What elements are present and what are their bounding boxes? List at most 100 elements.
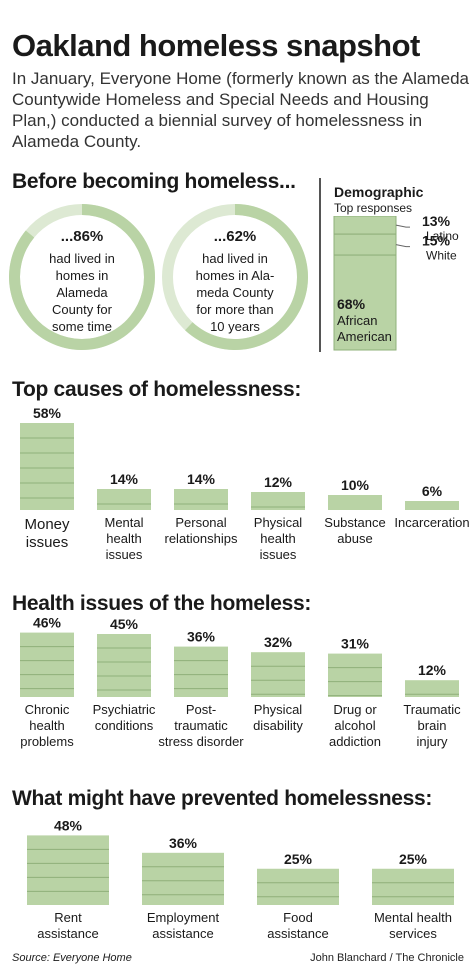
bar-category-label: Mental bbox=[104, 515, 143, 530]
prevent-chart: 48%Rentassistance36%Employmentassistance… bbox=[27, 817, 454, 940]
bar-value-label: 14% bbox=[187, 471, 216, 487]
bar-category-label: assistance bbox=[267, 926, 328, 940]
bar-category-label: Incarceration bbox=[394, 515, 469, 530]
bar bbox=[174, 646, 228, 697]
donut-label-line: County for bbox=[52, 302, 113, 317]
bar-value-label: 58% bbox=[33, 405, 62, 421]
donut-label-line: some time bbox=[52, 319, 112, 334]
bar-category-label: Physical bbox=[254, 702, 303, 717]
demographic-label: African bbox=[337, 313, 377, 328]
bar-category-label: Physical bbox=[254, 515, 303, 530]
bar-category-label: Rent bbox=[54, 910, 82, 925]
bar-category-label: traumatic bbox=[174, 718, 228, 733]
bar-category-label: Money bbox=[24, 516, 70, 533]
bar-value-label: 25% bbox=[399, 851, 428, 867]
bar-value-label: 36% bbox=[169, 835, 198, 851]
demographic-title: Demographic bbox=[334, 184, 424, 200]
bar-value-label: 46% bbox=[33, 615, 62, 631]
bar-category-label: Personal bbox=[175, 515, 226, 530]
causes-chart: 58%Moneyissues14%Mentalhealthissues14%Pe… bbox=[20, 405, 470, 562]
bar bbox=[97, 634, 151, 697]
donut-label-line: Alameda bbox=[56, 285, 108, 300]
bar-category-label: injury bbox=[416, 734, 448, 749]
health-title: Health issues of the homeless: bbox=[12, 592, 312, 615]
demographic-label: White bbox=[426, 249, 457, 263]
bar-category-label: Substance bbox=[324, 515, 385, 530]
causes-title: Top causes of homelessness: bbox=[12, 378, 302, 401]
bar-category-label: Employment bbox=[147, 910, 220, 925]
prevent-title: What might have prevented homelessness: bbox=[12, 787, 433, 810]
bar-category-label: health bbox=[106, 531, 141, 546]
bar-category-label: brain bbox=[418, 718, 447, 733]
credit-note: John Blanchard / The Chronicle bbox=[310, 952, 464, 964]
bar-category-label: services bbox=[389, 926, 437, 940]
bar bbox=[257, 868, 339, 905]
demographic-leader bbox=[395, 244, 410, 248]
bar-category-label: addiction bbox=[329, 734, 381, 749]
bar-category-label: Post- bbox=[186, 702, 216, 717]
bar bbox=[328, 653, 382, 697]
bar-category-label: assistance bbox=[37, 926, 98, 940]
donut-slice bbox=[185, 204, 308, 350]
page-title: Oakland homeless snapshot bbox=[12, 28, 420, 63]
donut-percent: ...86% bbox=[61, 228, 104, 245]
bar bbox=[27, 835, 109, 905]
bar bbox=[251, 652, 305, 697]
donut-label-line: meda County bbox=[196, 285, 274, 300]
bar-category-label: abuse bbox=[337, 531, 372, 546]
demographic-value: 68% bbox=[337, 296, 366, 312]
donut-label-line: for more than bbox=[196, 302, 273, 317]
bar-value-label: 14% bbox=[110, 471, 139, 487]
bar-value-label: 10% bbox=[341, 477, 370, 493]
before-donut-chart: ...86% had lived in homes in Alameda County … bbox=[8, 204, 308, 350]
demographic-segment bbox=[333, 233, 397, 256]
bar-value-label: 12% bbox=[264, 474, 293, 490]
donut-label-line: 10 years bbox=[210, 319, 260, 334]
bar-category-label: assistance bbox=[152, 926, 213, 940]
bar-category-label: relationships bbox=[165, 531, 238, 546]
bar-value-label: 32% bbox=[264, 634, 293, 650]
bar-value-label: 36% bbox=[187, 629, 216, 645]
bar bbox=[142, 852, 224, 905]
demographic-segment bbox=[333, 216, 397, 235]
donut-label-line: had lived in bbox=[202, 251, 268, 266]
bar-category-label: Food bbox=[283, 910, 313, 925]
bar-category-label: health bbox=[260, 531, 295, 546]
source-note: Source: Everyone Home bbox=[12, 952, 132, 964]
donut-label-line: homes in Ala- bbox=[196, 268, 275, 283]
bar-value-label: 48% bbox=[54, 817, 83, 833]
bar bbox=[405, 501, 459, 510]
bar-category-label: issues bbox=[26, 534, 69, 551]
demographic-subtitle: Top responses bbox=[334, 201, 413, 215]
bar bbox=[405, 680, 459, 697]
section-divider bbox=[319, 178, 321, 352]
bar-category-label: health bbox=[29, 718, 64, 733]
donut-label-line: homes in bbox=[56, 268, 109, 283]
bar-category-label: issues bbox=[106, 547, 143, 562]
bar-value-label: 6% bbox=[422, 483, 443, 499]
bar bbox=[20, 632, 74, 697]
bar-category-label: problems bbox=[20, 734, 74, 749]
bar-category-label: alcohol bbox=[334, 718, 375, 733]
bar-value-label: 25% bbox=[284, 851, 313, 867]
bar bbox=[97, 489, 151, 510]
demographic-label: American bbox=[337, 329, 392, 344]
bar-category-label: Mental health bbox=[374, 910, 452, 925]
demographic-leader bbox=[395, 224, 410, 228]
bar-value-label: 12% bbox=[418, 662, 447, 678]
bar-value-label: 45% bbox=[110, 616, 139, 632]
bar bbox=[328, 495, 382, 510]
demographic-segment bbox=[333, 254, 397, 351]
intro-text: In January, Everyone Home (formerly know… bbox=[12, 69, 470, 151]
demographic-label: Latino bbox=[426, 229, 459, 243]
bar-category-label: Drug or bbox=[333, 702, 377, 717]
demographic-value: 13% bbox=[422, 216, 451, 229]
bar bbox=[372, 868, 454, 905]
bar bbox=[174, 489, 228, 510]
donut-percent: ...62% bbox=[214, 228, 257, 245]
demographic-value: 15% bbox=[422, 233, 451, 249]
bar-category-label: Chronic bbox=[25, 702, 70, 717]
bar-category-label: conditions bbox=[95, 718, 154, 733]
